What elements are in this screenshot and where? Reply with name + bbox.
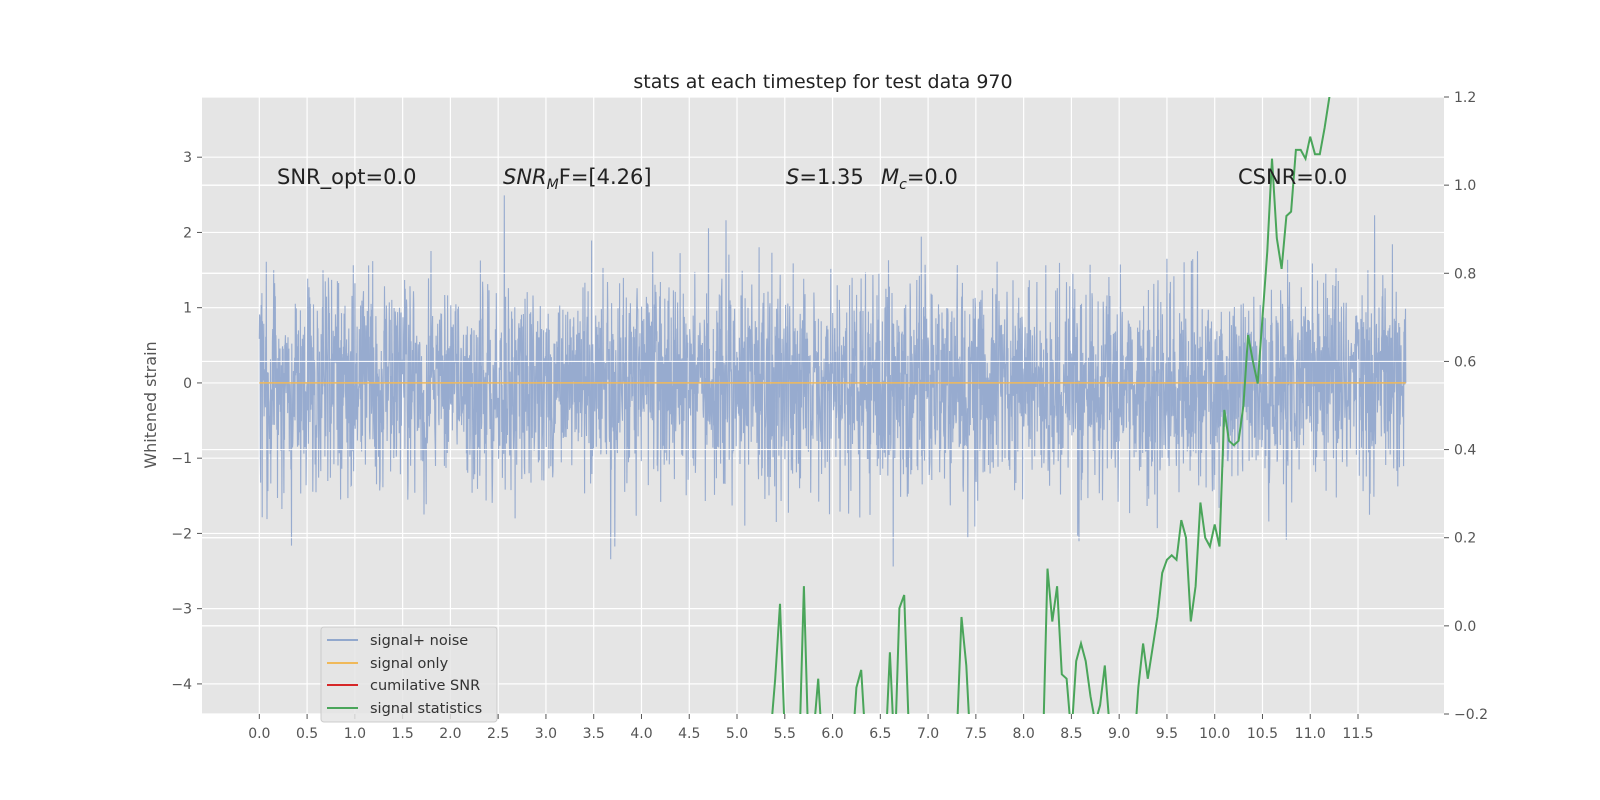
y2-tick-label: 0.4 bbox=[1454, 443, 1476, 459]
x-tick-label: 0.0 bbox=[248, 726, 270, 742]
chart-title: stats at each timestep for test data 970 bbox=[633, 71, 1012, 93]
x-tick-label: 10.0 bbox=[1199, 726, 1230, 742]
x-tick-label: 5.0 bbox=[726, 726, 748, 742]
x-tick-label: 4.5 bbox=[678, 726, 700, 742]
y2-tick-label: 0.6 bbox=[1454, 354, 1476, 370]
x-tick-label: 11.0 bbox=[1295, 726, 1326, 742]
x-tick-label: 4.0 bbox=[630, 726, 652, 742]
y-tick-label: −3 bbox=[171, 602, 192, 618]
signal-noise-series bbox=[258, 195, 1407, 567]
x-tick-label: 7.5 bbox=[965, 726, 987, 742]
y-tick-label: 3 bbox=[183, 150, 192, 166]
x-tick-label: 5.5 bbox=[774, 726, 796, 742]
annotations: SNR_opt=0.0 SNRMF=[4.26] S=1.35 Mc=0.0 C… bbox=[277, 165, 1347, 193]
x-tick-label: 9.5 bbox=[1156, 726, 1178, 742]
legend-label-signal-noise: signal+ noise bbox=[370, 633, 468, 649]
y-axis-label: Whitened strain bbox=[141, 341, 160, 468]
x-tick-label: 1.0 bbox=[344, 726, 366, 742]
y2-tick-label: 1.2 bbox=[1454, 90, 1476, 106]
legend-label-signal-statistics: signal statistics bbox=[370, 701, 482, 717]
x-tick-label: 0.5 bbox=[296, 726, 318, 742]
signal-statistics-series bbox=[771, 97, 1331, 714]
legend: signal+ noise signal only cumilative SNR… bbox=[320, 626, 498, 723]
x-tick-label: 1.5 bbox=[391, 726, 413, 742]
annotation-s: S=1.35 bbox=[786, 165, 864, 189]
y2-tick-label: 0.2 bbox=[1454, 531, 1476, 547]
x-tick-label: 8.5 bbox=[1060, 726, 1082, 742]
x-tick-label: 7.0 bbox=[917, 726, 939, 742]
legend-box bbox=[320, 626, 498, 723]
x-tick-label: 3.0 bbox=[535, 726, 557, 742]
y2-tick-label: 0.8 bbox=[1454, 266, 1476, 282]
x-tick-label: 3.5 bbox=[583, 726, 605, 742]
x-tick-label: 10.5 bbox=[1247, 726, 1278, 742]
y2-tick-label: 1.0 bbox=[1454, 178, 1476, 194]
x-tick-label: 9.0 bbox=[1108, 726, 1130, 742]
annotation-csnr: CSNR=0.0 bbox=[1238, 165, 1347, 189]
grid-overlay bbox=[202, 97, 1444, 714]
y-tick-label: −4 bbox=[171, 677, 192, 693]
y2-axis-ticks: 1.2 1.0 0.8 0.6 0.4 0.2 0.0 −0.2 bbox=[1444, 90, 1488, 723]
x-axis-ticks: 0.0 0.5 1.0 1.5 2.0 2.5 3.0 3.5 4.0 4.5 5.0 5.5 6.0 6… bbox=[248, 714, 1374, 742]
x-tick-label: 2.0 bbox=[439, 726, 461, 742]
x-tick-label: 8.0 bbox=[1012, 726, 1034, 742]
legend-label-cumilative-snr: cumilative SNR bbox=[370, 678, 480, 694]
legend-label-signal-only: signal only bbox=[370, 656, 449, 672]
x-tick-label: 6.0 bbox=[821, 726, 843, 742]
y-axis-ticks: 3 2 1 0 −1 −2 −3 −4 bbox=[171, 150, 202, 693]
y-tick-label: 2 bbox=[183, 225, 192, 241]
annotation-snr-opt: SNR_opt=0.0 bbox=[277, 165, 417, 190]
x-tick-label: 2.5 bbox=[487, 726, 509, 742]
y-tick-label: 1 bbox=[183, 301, 192, 317]
x-tick-label: 6.5 bbox=[869, 726, 891, 742]
y-tick-label: −1 bbox=[171, 451, 192, 467]
y2-tick-label: 0.0 bbox=[1454, 619, 1476, 635]
annotation-snr-mf: SNRMF=[4.26] bbox=[503, 165, 652, 193]
y-tick-label: 0 bbox=[183, 376, 192, 392]
annotation-mc: Mc=0.0 bbox=[881, 165, 958, 193]
x-tick-label: 11.5 bbox=[1342, 726, 1373, 742]
y2-tick-label: −0.2 bbox=[1454, 707, 1488, 723]
y-tick-label: −2 bbox=[171, 526, 192, 542]
